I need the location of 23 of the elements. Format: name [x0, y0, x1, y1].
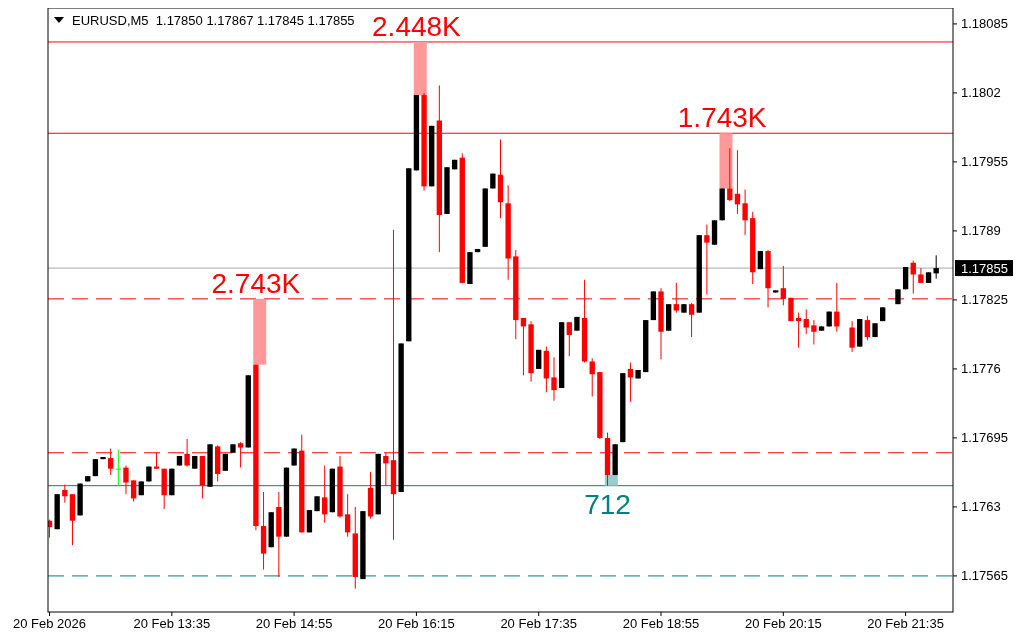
x-tick-label: 20 Feb 16:15	[378, 616, 455, 631]
annotation: 712	[584, 488, 631, 520]
x-tick-label: 20 Feb 21:35	[867, 616, 944, 631]
x-tick-label: 20 Feb 18:55	[622, 616, 700, 631]
y-tick-label: 1.17955	[961, 154, 1008, 170]
x-tick-label: 20 Feb 20:15	[745, 616, 822, 631]
y-tick-label: 1.1802	[961, 85, 1001, 101]
x-tick-label: 20 Feb 17:35	[500, 616, 578, 631]
y-tick-label: 1.17825	[961, 292, 1008, 308]
x-tick-label: 20 Feb 2026	[13, 616, 87, 631]
y-tick-label: 1.1763	[961, 499, 1001, 515]
y-tick-label: 1.17695	[961, 430, 1008, 446]
annotation: 1.743K	[677, 102, 767, 134]
ref-line-label: 1.17855	[961, 260, 1008, 276]
y-tick-label: 1.1776	[961, 361, 1001, 377]
y-tick-label: 1.18085	[961, 16, 1008, 32]
y-tick-label: 1.17565	[961, 568, 1008, 584]
x-tick-label: 20 Feb 13:35	[133, 616, 211, 631]
annotation: 2.448K	[372, 10, 462, 42]
x-tick-label: 20 Feb 14:55	[255, 616, 333, 631]
annotation: 2.743K	[211, 267, 301, 299]
chart-title: EURUSD,M5 1.17850 1.17867 1.17845 1.17855	[72, 13, 355, 28]
y-tick-label: 1.1789	[961, 223, 1001, 239]
